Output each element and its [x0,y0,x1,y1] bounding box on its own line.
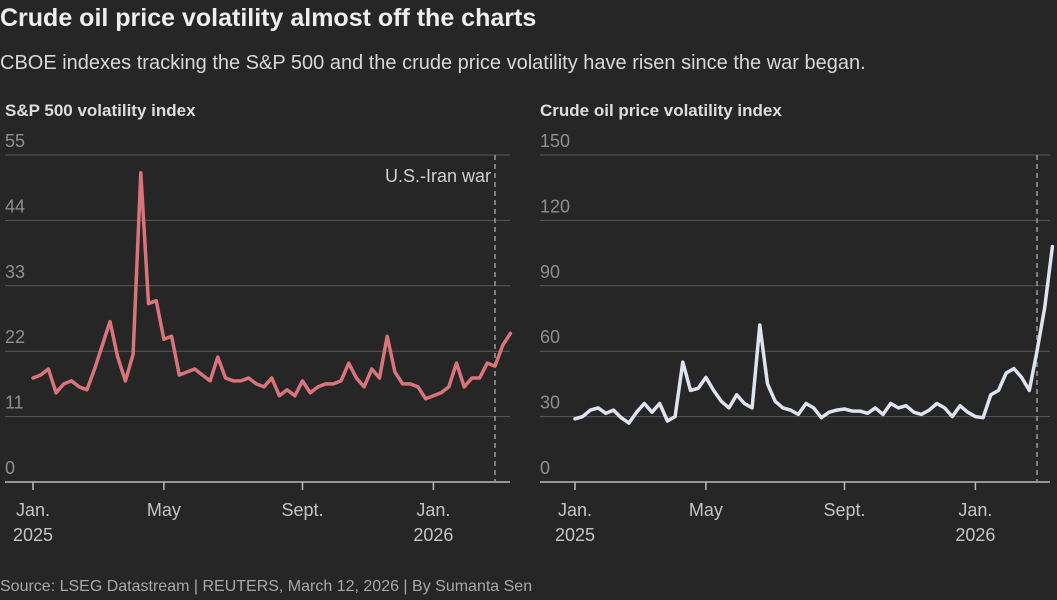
x-tick-label: May [146,500,181,520]
x-tick-label: Sept. [823,500,866,520]
x-tick-label: May [688,500,723,520]
subtitle: CBOE indexes tracking the S&P 500 and th… [0,52,866,74]
y-tick-label: 55 [5,131,25,151]
chart-title: S&P 500 volatility index [5,101,196,120]
y-tick-label: 30 [540,393,560,413]
x-tick-label: Jan. 2025 [12,500,54,545]
y-tick-label: 150 [540,131,570,151]
y-tick-label: 44 [5,196,25,216]
y-tick-label: 0 [5,458,15,478]
y-tick-label: 11 [5,393,24,413]
y-tick-label: 22 [5,327,25,347]
y-tick-label: 33 [5,262,25,282]
y-tick-label: 0 [540,458,550,478]
x-tick-label: Jan. 2025 [554,500,596,545]
y-tick-label: 90 [540,262,560,282]
data-line [573,244,1055,425]
source: Source: LSEG Datastream | REUTERS, March… [0,578,533,595]
x-tick-label: Jan. 2026 [955,500,996,545]
title: Crude oil price volatility almost off th… [0,4,537,32]
y-tick-label: 60 [540,327,560,347]
chart-title: Crude oil price volatility index [540,101,782,120]
x-tick-label: Jan. 2026 [413,500,454,545]
x-tick-label: Sept. [281,500,324,520]
y-tick-label: 120 [540,196,570,216]
data-line [31,171,513,401]
event-label: U.S.-Iran war [385,166,491,186]
